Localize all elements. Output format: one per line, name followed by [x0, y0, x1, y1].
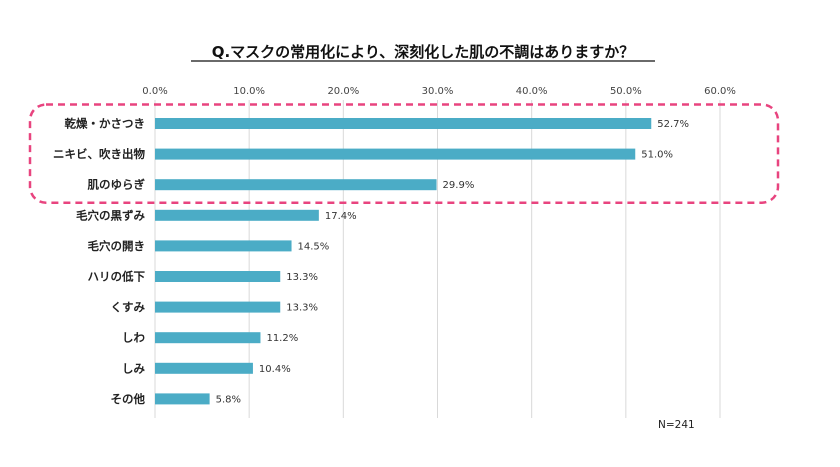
data-label: 17.4% [325, 211, 357, 222]
bar [155, 301, 281, 313]
category-label: 毛穴の黒ずみ [76, 208, 145, 222]
data-label: 29.9% [443, 180, 475, 191]
data-label: 13.3% [286, 272, 318, 283]
category-label: くすみ [111, 300, 146, 314]
category-label: ハリの低下 [88, 270, 146, 284]
data-label: 5.8% [216, 394, 241, 405]
bar [155, 393, 210, 405]
x-tick-label: 50.0% [610, 86, 642, 97]
x-tick-label: 20.0% [327, 86, 359, 97]
sample-size-note: N=241 [658, 419, 695, 431]
data-label: 14.5% [298, 241, 330, 252]
data-label: 51.0% [641, 150, 673, 161]
x-tick-label: 30.0% [422, 86, 454, 97]
category-label: しわ [122, 331, 145, 345]
category-label: ニキビ、吹き出物 [53, 147, 145, 161]
data-label: 11.2% [266, 333, 298, 344]
x-tick-label: 0.0% [142, 86, 167, 97]
bar [155, 209, 319, 221]
x-tick-label: 60.0% [704, 86, 736, 97]
bar [155, 118, 652, 129]
category-label: 乾燥・かさつき [65, 117, 146, 131]
highlight-box [28, 103, 780, 204]
x-tick-label: 10.0% [233, 86, 265, 97]
x-tick-label: 40.0% [516, 86, 548, 97]
category-label: しみ [122, 361, 145, 375]
category-label: 毛穴の開き [88, 239, 146, 253]
bars: 乾燥・かさつき 52.7% ニキビ、吹き出物 51.0% 肌のゆらぎ 29.9% 毛穴の黒ず… [53, 117, 689, 406]
bar [155, 362, 253, 374]
x-axis-ticks: 0.0% 10.0% 20.0% 30.0% 40.0% 50.0% 60.0% [142, 86, 736, 97]
data-label: 10.4% [259, 364, 291, 375]
category-label: その他 [111, 392, 146, 406]
bar [155, 271, 281, 282]
chart-title: Q.マスクの常用化により、深刻化した肌の不調はありますか？ [212, 43, 635, 61]
bar [155, 148, 636, 160]
data-label: 52.7% [657, 119, 689, 130]
bar [155, 240, 292, 252]
bar [155, 332, 261, 344]
category-label: 肌のゆらぎ [88, 178, 146, 192]
bar [155, 179, 437, 191]
data-label: 13.3% [286, 303, 318, 314]
